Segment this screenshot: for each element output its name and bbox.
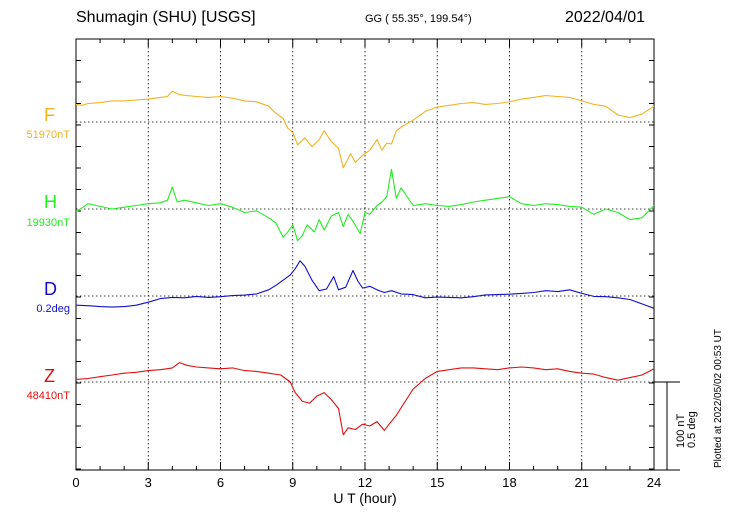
series-group xyxy=(75,90,655,436)
x-ticks: 0 3 6 9 12 15 18 21 24 xyxy=(72,39,661,490)
x-tick-label: 15 xyxy=(430,475,444,490)
grid xyxy=(76,39,654,470)
channel-f-baseline: 51970nT xyxy=(26,129,70,141)
plotted-timestamp: Plotted at 2022/05/02 00:53 UT xyxy=(713,329,724,468)
channel-z-name: Z xyxy=(44,366,55,386)
x-tick-label: 12 xyxy=(358,475,372,490)
x-tick-label: 24 xyxy=(647,475,661,490)
series-line-f xyxy=(75,90,655,169)
channel-h-name: H xyxy=(44,192,57,212)
channel-d-name: D xyxy=(44,279,57,299)
plot-date: 2022/04/01 xyxy=(565,9,646,26)
series-line-h xyxy=(75,168,655,242)
geo-coordinates: GG ( 55.35°, 199.54°) xyxy=(365,13,472,25)
x-tick-label: 0 xyxy=(72,475,79,490)
series-line-d xyxy=(75,260,655,309)
x-tick-label: 6 xyxy=(217,475,224,490)
scale-bar-nt-label: 100 nT xyxy=(675,413,687,448)
series-line-z xyxy=(75,362,655,436)
x-axis-label: U T (hour) xyxy=(333,490,396,506)
channel-f-name: F xyxy=(44,105,55,125)
x-tick-label: 9 xyxy=(289,475,296,490)
x-tick-label: 18 xyxy=(502,475,516,490)
scale-bar: 100 nT 0.5 deg xyxy=(654,381,698,471)
channel-d-baseline: 0.2deg xyxy=(36,303,70,315)
x-tick-label: 3 xyxy=(145,475,152,490)
station-title: Shumagin (SHU) [USGS] xyxy=(76,9,256,26)
channel-h-baseline: 19930nT xyxy=(26,217,70,229)
scale-bar-deg-label: 0.5 deg xyxy=(686,411,698,448)
channel-z-baseline: 48410nT xyxy=(26,390,70,402)
x-tick-label: 21 xyxy=(575,475,589,490)
